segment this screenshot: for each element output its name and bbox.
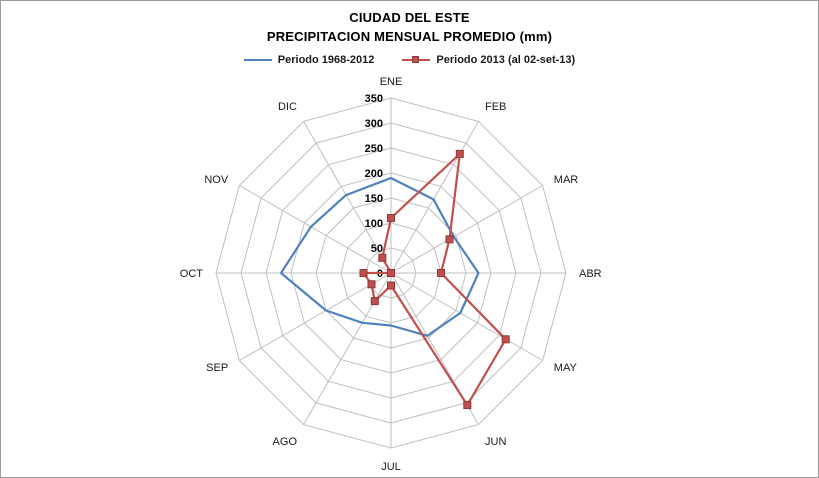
radar-spoke-sep [239, 272, 392, 361]
category-label-feb: FEB [485, 101, 506, 113]
legend-item-period-2013: Periodo 2013 (al 02-set-13) [402, 54, 575, 66]
data-point-marker-oct [359, 269, 368, 277]
category-label-jun: JUN [485, 436, 506, 448]
data-point-marker-nov [387, 269, 395, 277]
blue-line-sample [243, 58, 272, 61]
radial-axis-tick-label-100: 100 [365, 218, 383, 230]
category-label-sep: SEP [206, 362, 228, 374]
data-point-marker-jul [387, 281, 395, 290]
data-point-marker-jun [463, 401, 472, 410]
chart-legend: Periodo 1968-2012 Periodo 2013 (al 02-se… [1, 54, 818, 66]
radar-spoke-dic [303, 121, 392, 274]
category-label-dic: DIC [278, 101, 297, 113]
category-label-mar: MAR [554, 174, 579, 186]
radial-axis-tick-label-50: 50 [371, 243, 383, 255]
category-label-abr: ABR [579, 268, 602, 280]
radar-spoke-nov [239, 185, 392, 274]
chart-subtitle: PRECIPITACION MENSUAL PROMEDIO (mm) [266, 29, 553, 44]
radial-axis-tick-label-200: 200 [365, 168, 383, 180]
category-label-oct: OCT [180, 268, 204, 280]
series-line-period-2013 [362, 152, 507, 407]
radar-spoke-may [390, 272, 543, 361]
data-point-marker-ago [370, 297, 379, 306]
legend-label-period-1968-2012: Periodo 1968-2012 [277, 54, 375, 66]
category-label-jul: JUL [381, 461, 401, 473]
data-point-marker-abr [437, 269, 445, 277]
radial-axis-tick-label-250: 250 [365, 143, 383, 155]
data-point-marker-sep [367, 280, 376, 289]
data-point-marker-mar [445, 235, 454, 244]
data-point-marker-may [501, 335, 510, 344]
radial-axis-tick-label-350: 350 [365, 93, 383, 105]
radial-axis-tick-label-150: 150 [365, 193, 383, 205]
red-square-marker-sample [412, 55, 420, 63]
data-point-marker-feb [455, 149, 464, 158]
legend-line-swatch-blue [243, 56, 272, 65]
category-label-ene: ENE [380, 76, 403, 88]
data-point-marker-dic [378, 253, 387, 262]
category-label-nov: NOV [204, 174, 229, 186]
legend-item-period-1968-2012: Periodo 1968-2012 [243, 54, 375, 66]
chart-title: CIUDAD DEL ESTE [349, 10, 470, 25]
radial-axis-tick-label-300: 300 [365, 118, 383, 130]
legend-line-swatch-red [402, 55, 431, 65]
category-label-ago: AGO [273, 436, 298, 448]
category-label-may: MAY [554, 362, 578, 374]
series-line-period-1968-2012 [279, 176, 480, 337]
data-point-marker-ene [387, 214, 395, 222]
radar-spoke-mar [390, 185, 543, 274]
legend-label-period-2013: Periodo 2013 (al 02-set-13) [436, 54, 576, 66]
radar-spoke-feb [390, 121, 479, 274]
